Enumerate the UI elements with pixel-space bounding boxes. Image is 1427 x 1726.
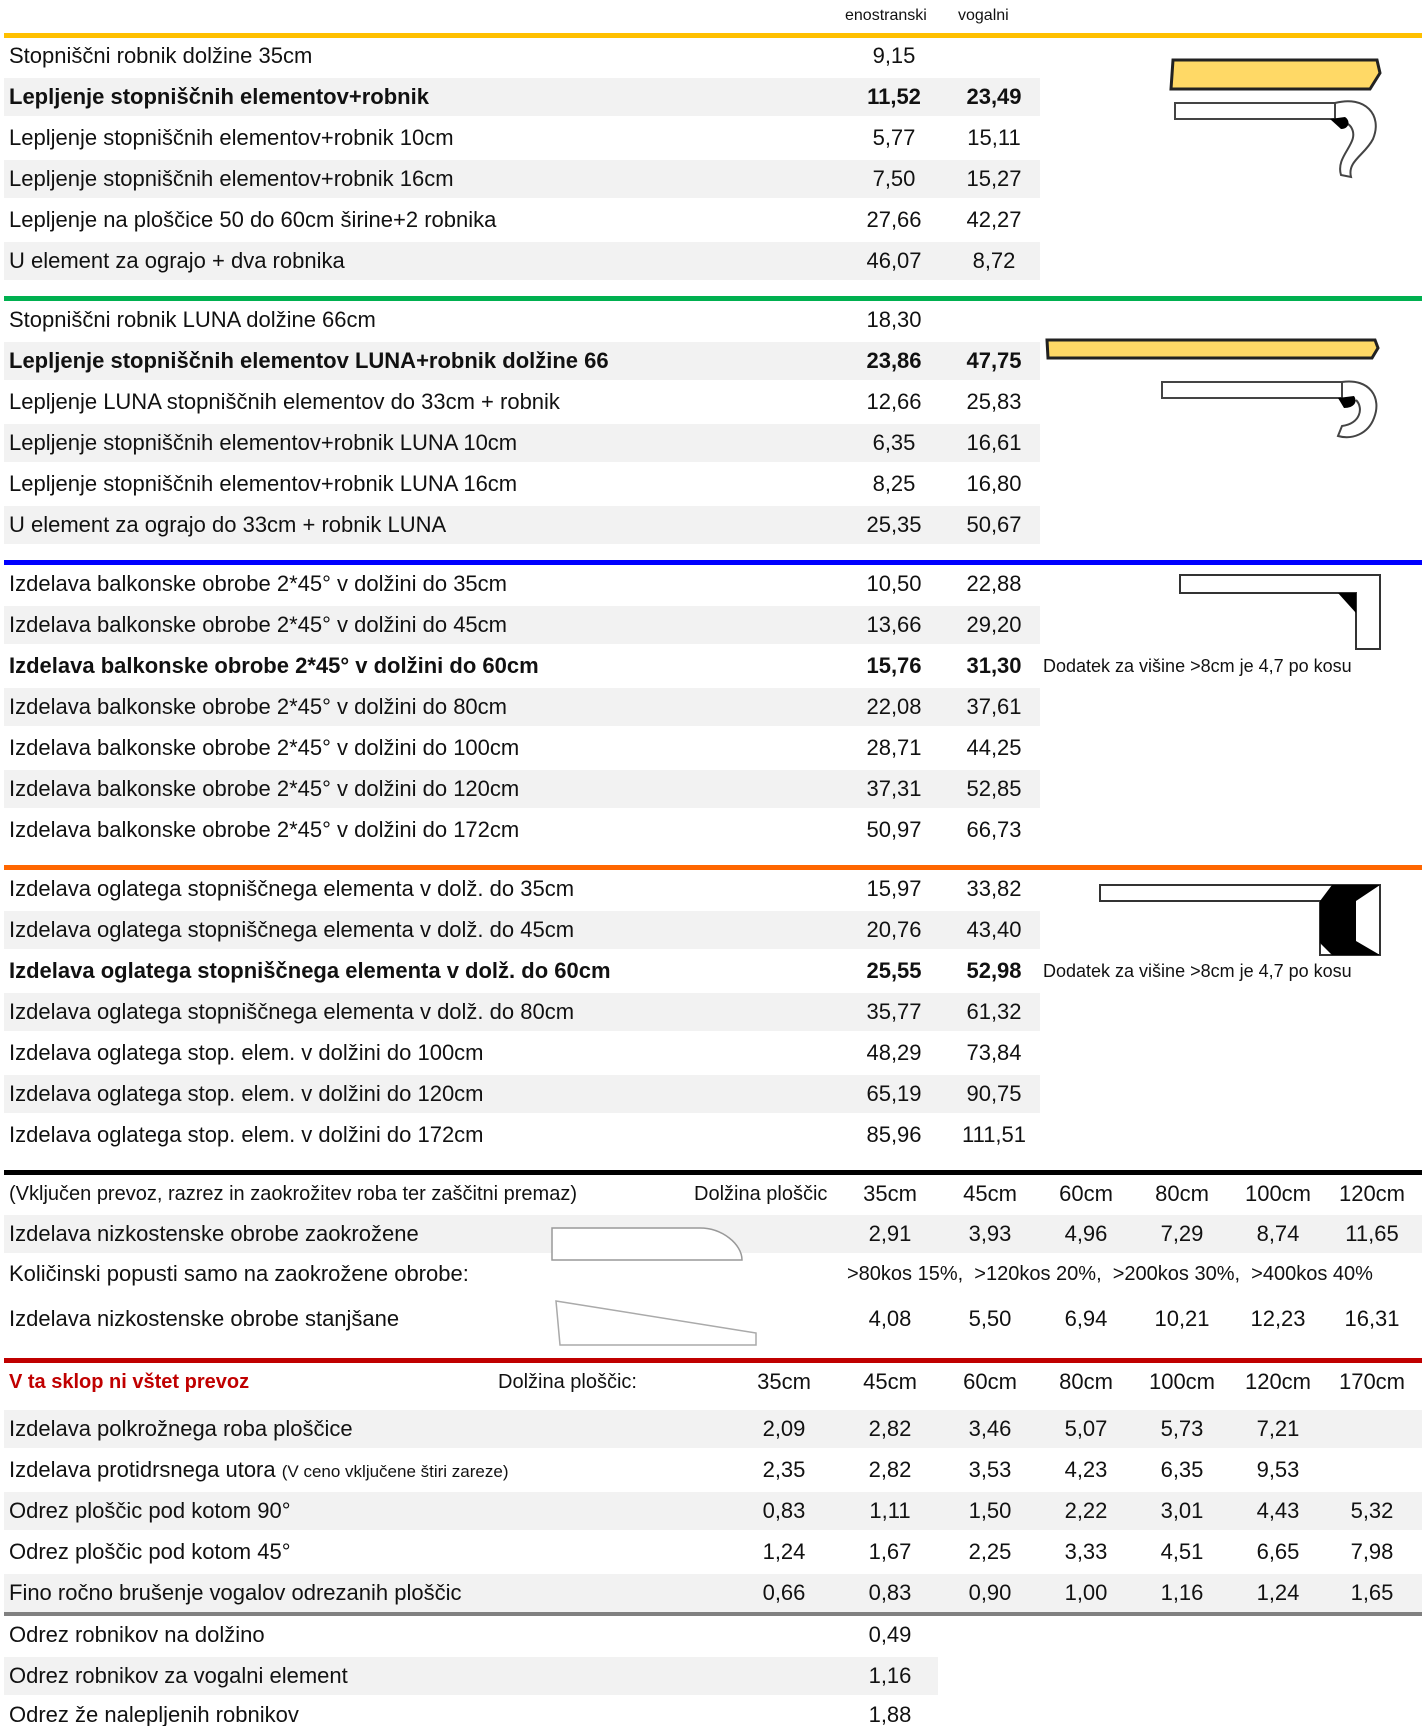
tapered-edge-icon	[555, 1300, 757, 1346]
table-row: Izdelava oglatega stopniščnega elementa …	[4, 911, 1040, 949]
section-divider-green	[4, 296, 1422, 301]
table-row: Izdelava oglatega stopniščnega elementa …	[4, 993, 1040, 1031]
col-header-corner: vogalni	[958, 7, 1009, 24]
table-row: Izdelava oglatega stopniščnega elementa …	[9, 876, 1022, 901]
table-row: Odrez ploščic pod kotom 45° 1,24 1,67 2,…	[9, 1539, 1394, 1564]
rounded-edge-icon	[551, 1227, 743, 1261]
table-row: Izdelava balkonske obrobe 2*45° v dolžin…	[9, 817, 1022, 842]
table-row: Lepljenje stopniščnih elementov LUNA+rob…	[4, 342, 1040, 380]
col-header-single: enostranski	[845, 7, 927, 24]
discount-label: Količinski popusti samo na zaokrožene ob…	[9, 1261, 469, 1286]
height-surcharge-note: Dodatek za višine >8cm je 4,7 po kosu	[1043, 961, 1352, 981]
table-row: Stopniščni robnik dolžine 35cm 9,15	[9, 43, 916, 68]
section-title: V ta sklop ni vštet prevoz	[9, 1371, 250, 1393]
length-label: Dolžina ploščic	[694, 1183, 828, 1205]
table-row: Lepljenje stopniščnih elementov+robnik L…	[4, 424, 1040, 462]
section-divider-blue	[4, 560, 1422, 565]
stair-element-profile-icon	[1099, 884, 1381, 956]
table-row: Lepljenje na ploščice 50 do 60cm širine+…	[9, 207, 1022, 232]
section-divider-yellow	[4, 33, 1422, 38]
table-row: Izdelava oglatega stopniščnega elementa …	[9, 958, 1022, 983]
table-row: Lepljenje LUNA stopniščnih elementov do …	[9, 389, 1022, 414]
table-row: Lepljenje stopniščnih elementov+robnik 1…	[9, 125, 1021, 150]
table-row: Izdelava protidrsnega utora (V ceno vklj…	[9, 1457, 1300, 1482]
table-row: U element za ograjo + dva robnika 46,07 …	[4, 242, 1040, 280]
table-row: Izdelava balkonske obrobe 2*45° v dolžin…	[4, 606, 1040, 644]
table-row: Izdelava oglatega stop. elem. v dolžini …	[9, 1040, 1022, 1065]
table-row: Lepljenje stopniščnih elementov+robnik 1…	[4, 78, 1040, 116]
length-label: Dolžina ploščic:	[498, 1371, 637, 1393]
table-row: Izdelava balkonske obrobe 2*45° v dolžin…	[4, 770, 1040, 808]
intro-note: (Vključen prevoz, razrez in zaokrožitev …	[9, 1183, 577, 1205]
table-row: Izdelava oglatega stop. elem. v dolžini …	[4, 1075, 1040, 1113]
section-divider-red	[4, 1358, 1422, 1363]
table-row: Izdelava balkonske obrobe 2*45° v dolžin…	[9, 571, 1022, 596]
luna-robnik-profile-icon	[1045, 338, 1380, 439]
section-divider-black	[4, 1170, 1422, 1175]
section-divider-orange	[4, 865, 1422, 870]
table-row: Izdelava balkonske obrobe 2*45° v dolžin…	[9, 653, 1022, 678]
balcony-edge-profile-icon	[1179, 574, 1381, 650]
discount-text: >80kos 15%, >120kos 20%, >200kos 30%, >4…	[847, 1263, 1373, 1285]
table-row: Izdelava balkonske obrobe 2*45° v dolžin…	[9, 735, 1022, 760]
height-surcharge-note: Dodatek za višine >8cm je 4,7 po kosu	[1043, 656, 1352, 676]
table-row: Odrez že nalepljenih robnikov 1,88	[9, 1702, 912, 1726]
table-row: Lepljenje stopniščnih elementov+robnik L…	[9, 471, 1022, 496]
section-divider-gray	[4, 1612, 1422, 1616]
table-row: Lepljenje stopniščnih elementov+robnik 1…	[4, 160, 1040, 198]
table-row: Izdelava oglatega stop. elem. v dolžini …	[9, 1122, 1027, 1147]
table-row: Odrez robnikov za vogalni element 1,16	[4, 1657, 938, 1695]
table-row: Odrez ploščic pod kotom 90° 0,83 1,11 1,…	[4, 1492, 1422, 1530]
table-row: U element za ograjo do 33cm + robnik LUN…	[4, 506, 1040, 544]
table-row: Izdelava balkonske obrobe 2*45° v dolžin…	[4, 688, 1040, 726]
table-row: Odrez robnikov na dolžino 0,49	[9, 1622, 912, 1647]
yellow-robnik-profile-icon	[1169, 58, 1382, 179]
table-row: Izdelava polkrožnega roba ploščice 2,09 …	[4, 1410, 1422, 1448]
table-row: Izdelava nizkostenske obrobe stanjšane 4…	[9, 1306, 1400, 1331]
table-row: Fino ročno brušenje vogalov odrezanih pl…	[4, 1574, 1422, 1612]
table-row: Stopniščni robnik LUNA dolžine 66cm 18,3…	[9, 307, 922, 332]
